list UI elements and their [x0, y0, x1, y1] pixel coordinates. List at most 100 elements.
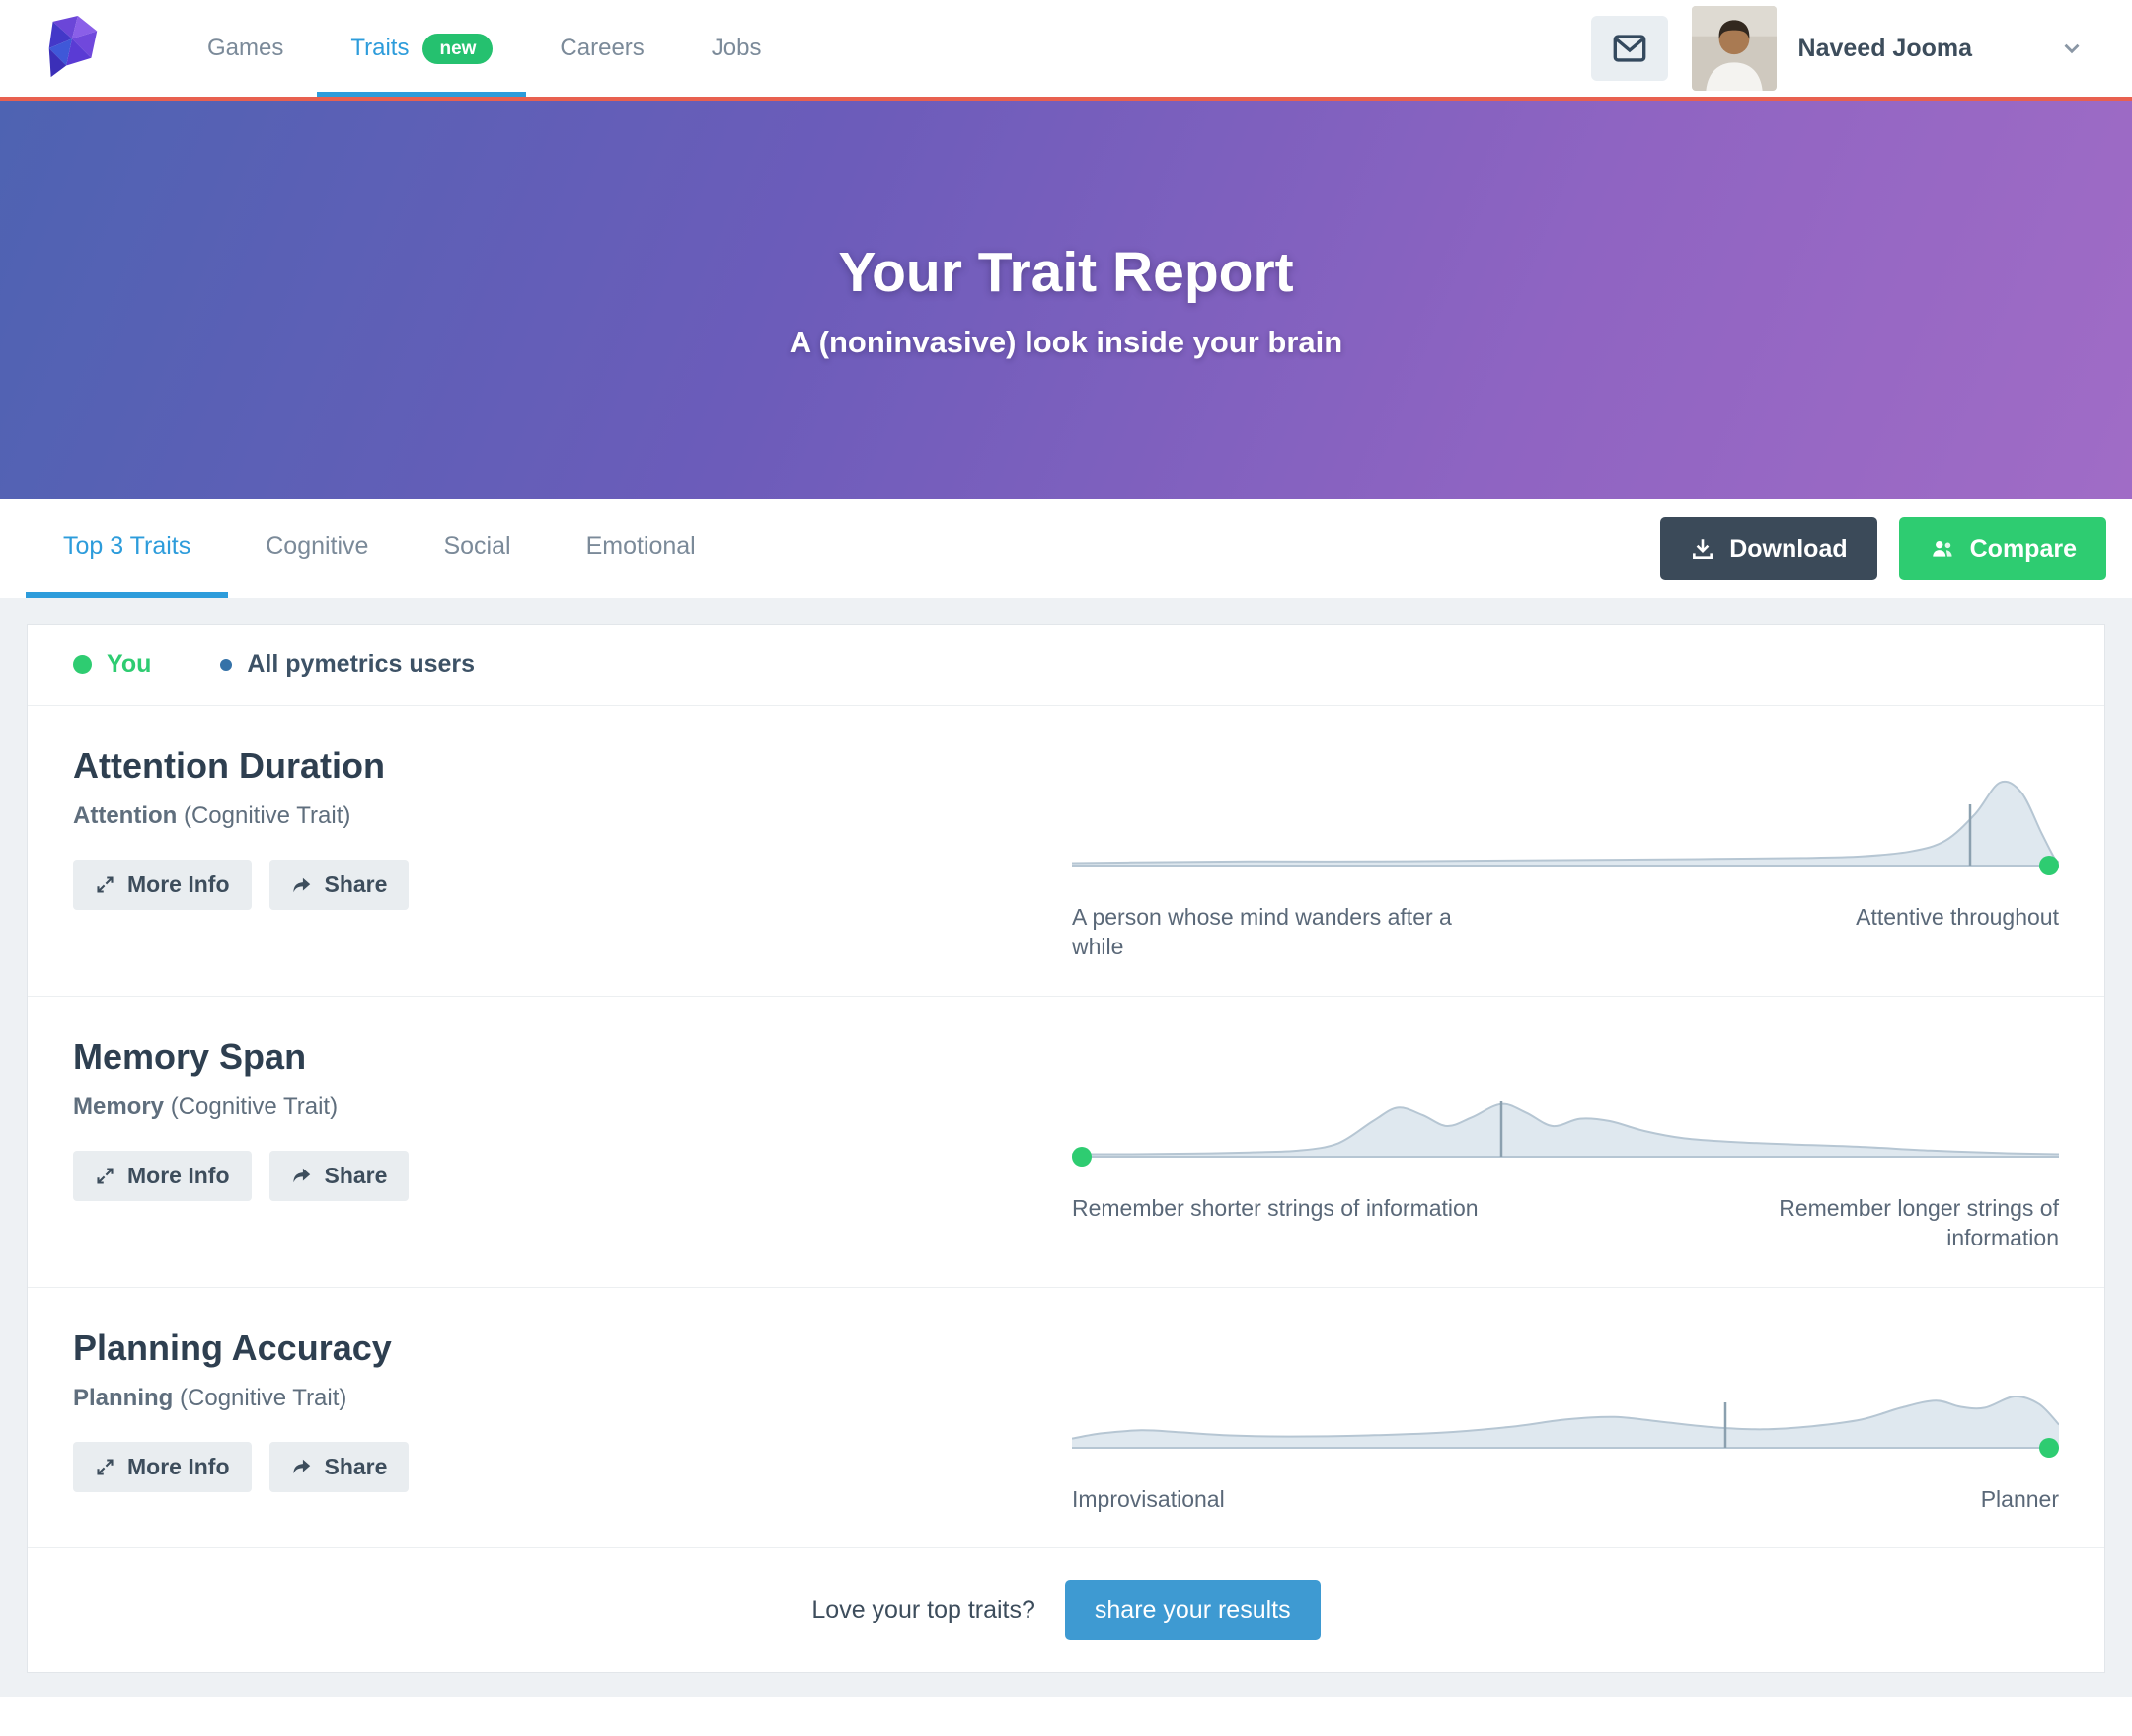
share-button[interactable]: Share [268, 1441, 410, 1492]
share-button[interactable]: Share [268, 1150, 410, 1201]
more-info-label: More Info [127, 1162, 230, 1188]
people-icon [1932, 540, 1952, 557]
card-footer: Love your top traits? share your results [28, 1548, 2104, 1672]
envelope-icon [1613, 35, 1645, 62]
trait-title: Attention Duration [73, 745, 385, 786]
chart-axis-labels: A person whose mind wanders after a whil… [1072, 903, 2059, 962]
legend-all-users-label: All pymetrics users [247, 650, 476, 678]
download-icon [1693, 539, 1713, 559]
tab-social[interactable]: Social [406, 499, 548, 598]
tab-label: Top 3 Traits [63, 531, 191, 560]
chart-left-label: A person whose mind wanders after a whil… [1072, 904, 1452, 959]
chart-left-label: Improvisational [1072, 1485, 1225, 1512]
trait-name: Attention [73, 802, 178, 829]
tab-cognitive[interactable]: Cognitive [228, 499, 406, 598]
more-info-button[interactable]: More Info [73, 1150, 252, 1201]
avatar-photo [1691, 6, 1777, 91]
all-users-ring-icon [220, 658, 233, 671]
trait-chart: A person whose mind wanders after a whil… [803, 745, 2059, 962]
you-dot-icon [73, 655, 92, 674]
legend-you: You [73, 650, 151, 679]
chart-right-label: Attentive throughout [1856, 904, 2059, 930]
trait-buttons: More Info Share [73, 1150, 803, 1201]
page-title: Your Trait Report [838, 241, 1294, 304]
share-arrow-icon [292, 1459, 310, 1474]
nav-item-label: Careers [560, 35, 645, 61]
legend-all-users: All pymetrics users [220, 650, 475, 679]
trait-title: Memory Span [73, 1035, 307, 1077]
chart-axis-labels: Improvisational Planner [1072, 1485, 2059, 1515]
trait-name: Memory [73, 1093, 165, 1120]
nav-item-traits[interactable]: Traits new [317, 0, 527, 97]
user-name[interactable]: Naveed Jooma [1797, 34, 1972, 62]
expand-icon [97, 1459, 114, 1475]
distribution-chart [1072, 780, 2059, 875]
brain-logo-icon [48, 16, 98, 78]
share-label: Share [324, 1453, 388, 1479]
legend-you-label: You [107, 650, 152, 678]
nav-item-jobs[interactable]: Jobs [678, 0, 796, 97]
expand-icon [97, 876, 114, 893]
nav-item-careers[interactable]: Careers [526, 0, 677, 97]
share-results-button[interactable]: share your results [1064, 1580, 1321, 1641]
tab-label: Social [443, 531, 511, 560]
page-subtitle: A (noninvasive) look inside your brain [789, 325, 1343, 359]
trait-type: (Cognitive Trait) [170, 1093, 339, 1120]
chart-right-label: Remember longer strings of information [1779, 1194, 2059, 1250]
trait-info: Memory Span Memory (Cognitive Trait) Mor… [73, 1036, 803, 1253]
traits-card: You All pymetrics users Attention Durati… [27, 624, 2105, 1674]
share-button[interactable]: Share [268, 860, 410, 910]
more-info-button[interactable]: More Info [73, 1441, 252, 1492]
red-divider-line [0, 97, 2132, 101]
next-section-strip [0, 1697, 2132, 1736]
chart-legend: You All pymetrics users [28, 625, 2104, 706]
trait-info: Planning Accuracy Planning (Cognitive Tr… [73, 1327, 803, 1515]
chevron-down-icon [2064, 43, 2080, 54]
new-badge: new [422, 33, 494, 64]
trait-type: (Cognitive Trait) [183, 802, 351, 829]
hero-banner: Your Trait Report A (noninvasive) look i… [0, 101, 2132, 499]
expand-icon [97, 1168, 114, 1184]
chart-left-label: Remember shorter strings of information [1072, 1194, 1479, 1221]
share-label: Share [324, 1162, 388, 1188]
footer-prompt: Love your top traits? [811, 1596, 1035, 1624]
report-content: You All pymetrics users Attention Durati… [0, 598, 2132, 1698]
nav-item-label: Games [207, 35, 284, 61]
share-arrow-icon [292, 1169, 310, 1183]
more-info-button[interactable]: More Info [73, 860, 252, 910]
trait-buttons: More Info Share [73, 860, 803, 910]
download-button-label: Download [1729, 534, 1848, 563]
trait-name: Planning [73, 1384, 174, 1411]
user-avatar[interactable] [1691, 6, 1777, 91]
trait-subtitle: Planning (Cognitive Trait) [73, 1385, 803, 1412]
chart-axis-labels: Remember shorter strings of information … [1072, 1194, 2059, 1253]
trait-section-planning-accuracy: Planning Accuracy Planning (Cognitive Tr… [28, 1288, 2104, 1549]
nav-links: Games Traits new Careers Jobs [174, 0, 795, 97]
compare-button[interactable]: Compare [1898, 517, 2106, 580]
messages-button[interactable] [1590, 16, 1668, 81]
trait-chart: Remember shorter strings of information … [803, 1036, 2059, 1253]
trait-info: Attention Duration Attention (Cognitive … [73, 745, 803, 962]
tab-label: Cognitive [266, 531, 369, 560]
pymetrics-logo[interactable] [39, 0, 105, 97]
trait-subtitle: Memory (Cognitive Trait) [73, 1094, 803, 1121]
tab-emotional[interactable]: Emotional [549, 499, 733, 598]
distribution-chart [1072, 1395, 2059, 1458]
tab-top-3-traits[interactable]: Top 3 Traits [26, 499, 229, 598]
chart-right-label: Planner [1980, 1485, 2059, 1512]
trait-chart: Improvisational Planner [803, 1327, 2059, 1515]
download-button[interactable]: Download [1660, 517, 1877, 580]
nav-item-games[interactable]: Games [174, 0, 317, 97]
nav-item-label: Jobs [711, 35, 762, 61]
compare-button-label: Compare [1969, 534, 2077, 563]
distribution-chart [1072, 1100, 2059, 1167]
nav-item-label: Traits [350, 35, 410, 61]
share-arrow-icon [292, 877, 310, 892]
tab-actions: Download Compare [1660, 499, 2106, 598]
navbar-right: Naveed Jooma [1590, 0, 2085, 97]
trait-section-attention-duration: Attention Duration Attention (Cognitive … [28, 706, 2104, 997]
account-menu-toggle[interactable] [2059, 36, 2085, 61]
more-info-label: More Info [127, 871, 230, 897]
top-navbar: Games Traits new Careers Jobs [0, 0, 2132, 97]
tab-label: Emotional [585, 531, 696, 560]
